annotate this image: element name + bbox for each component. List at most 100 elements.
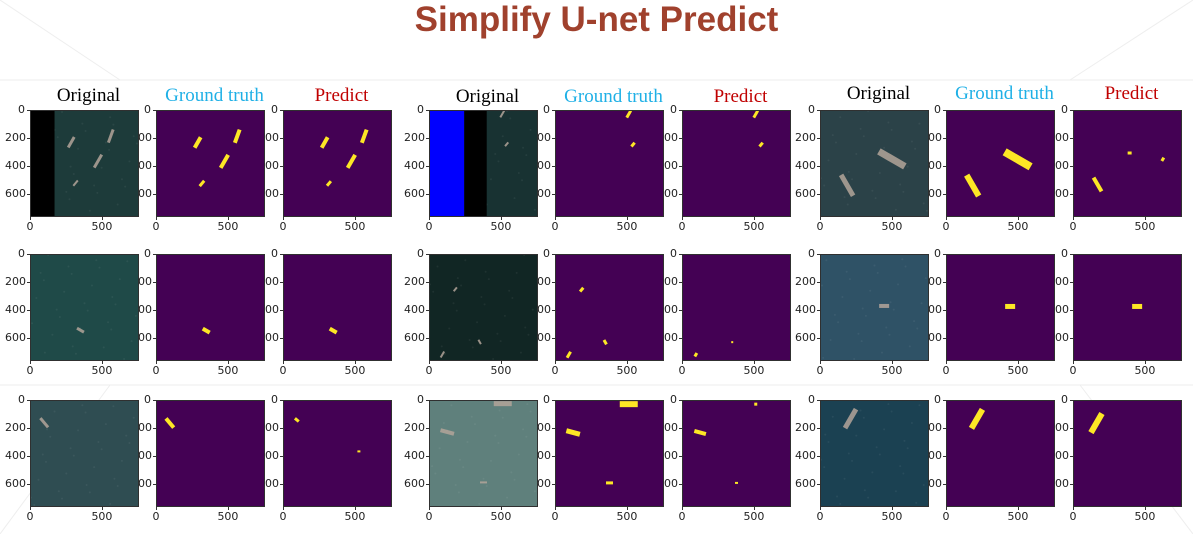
y-tick-label: 200: [404, 275, 425, 288]
ship-mask: [1002, 148, 1033, 171]
y-tick-mark: [552, 194, 555, 195]
x-tick-mark: [101, 361, 103, 364]
y-tick-mark: [552, 310, 555, 311]
y-tick-label: 400: [795, 449, 816, 462]
x-tick-label: 0: [279, 364, 287, 377]
mask-background: [157, 255, 264, 360]
y-tick-label: 0: [271, 247, 278, 260]
x-tick-label: 500: [344, 220, 366, 233]
y-tick-mark: [817, 254, 820, 255]
y-tick-label: 0: [934, 393, 941, 406]
y-tick-label: 0: [271, 103, 278, 116]
x-tick-label: 500: [1007, 510, 1029, 523]
original-image: [30, 110, 139, 217]
x-tick-mark: [500, 507, 502, 510]
x-tick-label: 0: [279, 220, 287, 233]
ship-mask: [1091, 176, 1104, 193]
y-tick-mark: [817, 484, 820, 485]
y-tick-mark: [552, 400, 555, 401]
y-tick-mark: [817, 110, 820, 111]
predict-mask: [682, 110, 791, 217]
y-tick-mark: [679, 110, 682, 111]
x-tick-mark: [1144, 507, 1146, 510]
predict-mask: [283, 110, 392, 217]
ground-truth-mask: [156, 400, 265, 507]
ground-truth-mask: [946, 110, 1055, 217]
mask-background: [683, 255, 790, 360]
y-tick-label: 600: [5, 187, 26, 200]
y-tick-mark: [817, 428, 820, 429]
x-tick-mark: [682, 507, 683, 510]
x-tick-mark: [1144, 361, 1146, 364]
y-tick-mark: [1070, 282, 1073, 283]
ship-mask: [345, 153, 357, 169]
ground-truth-mask: [946, 400, 1055, 507]
y-tick-mark: [153, 400, 156, 401]
y-tick-mark: [280, 338, 283, 339]
y-tick-mark: [1070, 428, 1073, 429]
original-image: [30, 400, 139, 507]
y-tick-label: 400: [404, 303, 425, 316]
x-tick-mark: [820, 507, 821, 510]
ship-mask: [731, 341, 734, 344]
x-tick-label: 0: [279, 510, 287, 523]
y-tick-mark: [27, 456, 30, 457]
x-tick-mark: [283, 217, 284, 220]
column-header-original: Original: [846, 83, 911, 104]
x-tick-mark: [946, 217, 947, 220]
ship-mask: [602, 339, 608, 346]
y-tick-label: 0: [670, 393, 677, 406]
y-tick-mark: [27, 254, 30, 255]
column-header-ground-truth: Ground truth: [955, 83, 1054, 104]
mask-background: [556, 111, 663, 216]
y-tick-mark: [1070, 484, 1073, 485]
y-tick-mark: [552, 138, 555, 139]
ship: [76, 326, 85, 334]
x-tick-label: 500: [344, 364, 366, 377]
x-tick-label: 0: [26, 220, 34, 233]
y-tick-mark: [679, 254, 682, 255]
x-tick-mark: [354, 361, 356, 364]
ship-mask: [606, 481, 613, 485]
y-tick-mark: [943, 400, 946, 401]
y-tick-mark: [943, 456, 946, 457]
y-tick-mark: [1070, 110, 1073, 111]
y-tick-mark: [426, 282, 429, 283]
ship-mask: [164, 417, 176, 429]
predict-mask: [682, 254, 791, 361]
y-tick-mark: [153, 138, 156, 139]
y-tick-label: 200: [795, 131, 816, 144]
y-tick-mark: [1070, 338, 1073, 339]
satellite-image: [821, 255, 928, 360]
x-tick-mark: [891, 361, 893, 364]
x-tick-mark: [682, 361, 683, 364]
x-tick-mark: [555, 507, 556, 510]
mask-background: [556, 255, 663, 360]
y-tick-mark: [426, 166, 429, 167]
x-tick-mark: [891, 507, 893, 510]
y-tick-mark: [426, 338, 429, 339]
x-tick-label: 500: [344, 510, 366, 523]
y-tick-mark: [943, 110, 946, 111]
y-tick-mark: [153, 110, 156, 111]
original-image: [30, 254, 139, 361]
y-tick-mark: [1070, 456, 1073, 457]
y-tick-label: 600: [404, 477, 425, 490]
ship-mask: [758, 141, 764, 148]
y-tick-mark: [27, 428, 30, 429]
y-tick-label: 600: [795, 187, 816, 200]
x-tick-mark: [682, 217, 683, 220]
x-tick-mark: [1144, 217, 1146, 220]
y-tick-label: 0: [543, 393, 550, 406]
x-tick-mark: [227, 507, 229, 510]
x-tick-mark: [1017, 361, 1019, 364]
y-tick-label: 0: [1061, 103, 1068, 116]
x-tick-mark: [626, 507, 628, 510]
mask-background: [284, 111, 391, 216]
mask-background: [683, 111, 790, 216]
ground-truth-mask: [555, 110, 664, 217]
y-tick-mark: [426, 400, 429, 401]
y-tick-mark: [426, 138, 429, 139]
column-header-predict: Predict: [314, 85, 369, 106]
ship-mask: [693, 429, 707, 436]
